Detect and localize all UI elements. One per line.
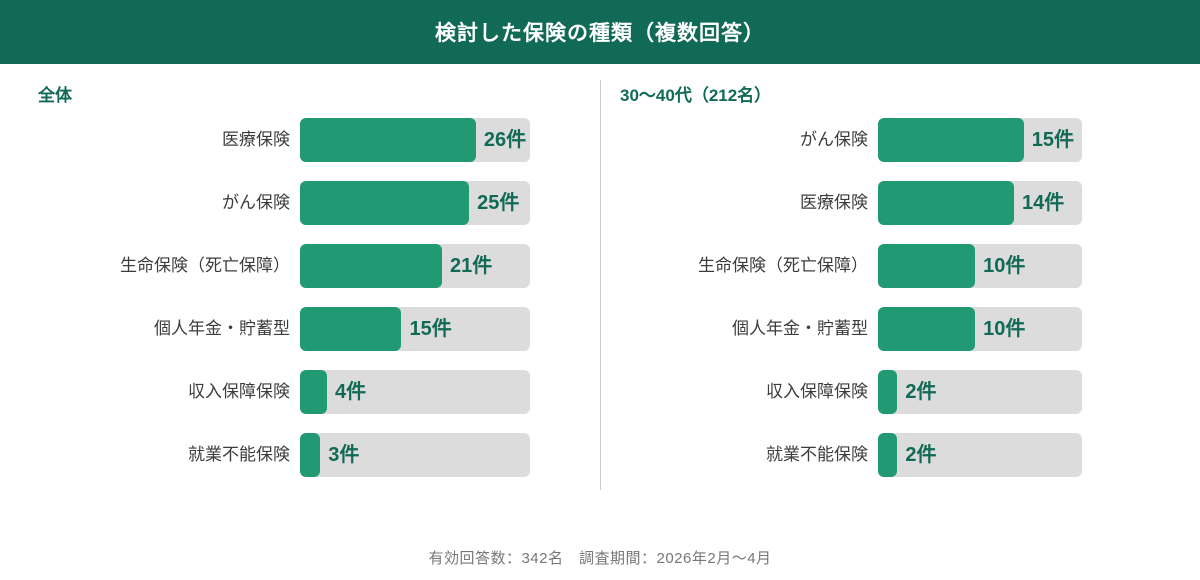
bar-track: 15件 <box>300 307 530 351</box>
value-label: 3件 <box>328 444 360 466</box>
bar-row: 収入保障保険 2件 <box>620 370 1092 414</box>
bar-track: 10件 <box>878 244 1082 288</box>
bar-fill <box>300 118 476 162</box>
category-label: 収入保障保険 <box>188 381 290 401</box>
bar-row: 生命保険（死亡保障） 21件 <box>38 244 540 288</box>
category-label: 生命保険（死亡保障） <box>120 255 290 275</box>
value-label: 15件 <box>1031 129 1074 151</box>
chart-area: 全体 医療保険 26件 がん保険 25件 生命保険（死亡保障） 21件 個人年金・貯蓄型 15… <box>0 64 1200 535</box>
category-label: 個人年金・貯蓄型 <box>154 318 290 338</box>
value-label: 14件 <box>1021 192 1065 214</box>
value-label: 15件 <box>409 318 452 340</box>
bar-track: 26件 <box>300 118 530 162</box>
bar-track: 3件 <box>300 433 530 477</box>
panel-title: 全体 <box>38 86 72 105</box>
bar-fill <box>878 244 976 288</box>
rows: 医療保険 26件がん保険 25件生命保険（死亡保障） 21件個人年金・貯蓄型 15件収入… <box>38 118 540 496</box>
value-label: 21件 <box>450 255 493 277</box>
bar-fill <box>300 244 443 288</box>
category-label: 就業不能保険 <box>188 444 290 464</box>
category-label: 就業不能保険 <box>766 444 868 464</box>
value-label: 10件 <box>983 255 1026 277</box>
bar-row: 医療保険 14件 <box>620 181 1092 225</box>
panel-title: 30〜40代（212名） <box>620 86 772 105</box>
bar-fill <box>300 370 328 414</box>
survey-note: 有効回答数：342名 調査期間：2026年2月〜4月 <box>428 550 772 567</box>
page-header: 検討した保険の種類（複数回答） <box>0 0 1200 64</box>
bar-fill <box>300 181 470 225</box>
category-label: がん保険 <box>800 129 868 149</box>
bar-track: 14件 <box>878 181 1082 225</box>
bar-row: 就業不能保険 2件 <box>620 433 1092 477</box>
value-label: 2件 <box>905 381 937 403</box>
bar-track: 10件 <box>878 307 1082 351</box>
category-label: 収入保障保険 <box>766 381 868 401</box>
value-label: 10件 <box>983 318 1026 340</box>
value-label: 26件 <box>483 129 527 151</box>
bar-row: 医療保険 26件 <box>38 118 540 162</box>
bar-row: がん保険 15件 <box>620 118 1092 162</box>
bar-track: 2件 <box>878 433 1082 477</box>
bar-fill <box>878 181 1014 225</box>
chart-panel: 30〜40代（212名） がん保険 15件医療保険 14件生命保険（死亡保障） 10件… <box>600 84 1200 535</box>
value-label: 25件 <box>477 192 520 214</box>
bar-fill <box>878 307 976 351</box>
bar-fill <box>300 433 321 477</box>
value-label: 2件 <box>905 444 937 466</box>
category-label: 医療保険 <box>222 129 290 149</box>
bar-row: 収入保障保険 4件 <box>38 370 540 414</box>
category-label: 生命保険（死亡保障） <box>698 255 868 275</box>
category-label: がん保険 <box>222 192 290 212</box>
panel-divider <box>600 80 601 490</box>
bar-row: 就業不能保険 3件 <box>38 433 540 477</box>
chart-panel: 全体 医療保険 26件がん保険 25件生命保険（死亡保障） 21件個人年金・貯蓄型 15… <box>0 84 600 535</box>
bar-row: 個人年金・貯蓄型 15件 <box>38 307 540 351</box>
page-title: 検討した保険の種類（複数回答） <box>435 22 765 45</box>
rows: がん保険 15件 医療保険 14件 生命保険（死亡保障） 10件 個人年金・貯蓄型 10件 収入… <box>620 118 1092 496</box>
bar-track: 25件 <box>300 181 530 225</box>
bar-track: 4件 <box>300 370 530 414</box>
bar-fill <box>878 370 898 414</box>
bar-fill <box>878 118 1024 162</box>
bar-track: 15件 <box>878 118 1082 162</box>
bar-fill <box>878 433 898 477</box>
bar-row: がん保険 25件 <box>38 181 540 225</box>
bar-row: 生命保険（死亡保障） 10件 <box>620 244 1092 288</box>
bar-track: 2件 <box>878 370 1082 414</box>
bar-row: 個人年金・貯蓄型 10件 <box>620 307 1092 351</box>
bar-fill <box>300 307 402 351</box>
bar-track: 21件 <box>300 244 530 288</box>
category-label: 医療保険 <box>800 192 868 212</box>
category-label: 個人年金・貯蓄型 <box>732 318 868 338</box>
page-footer: 有効回答数：342名 調査期間：2026年2月〜4月 <box>0 535 1200 580</box>
value-label: 4件 <box>335 381 367 403</box>
